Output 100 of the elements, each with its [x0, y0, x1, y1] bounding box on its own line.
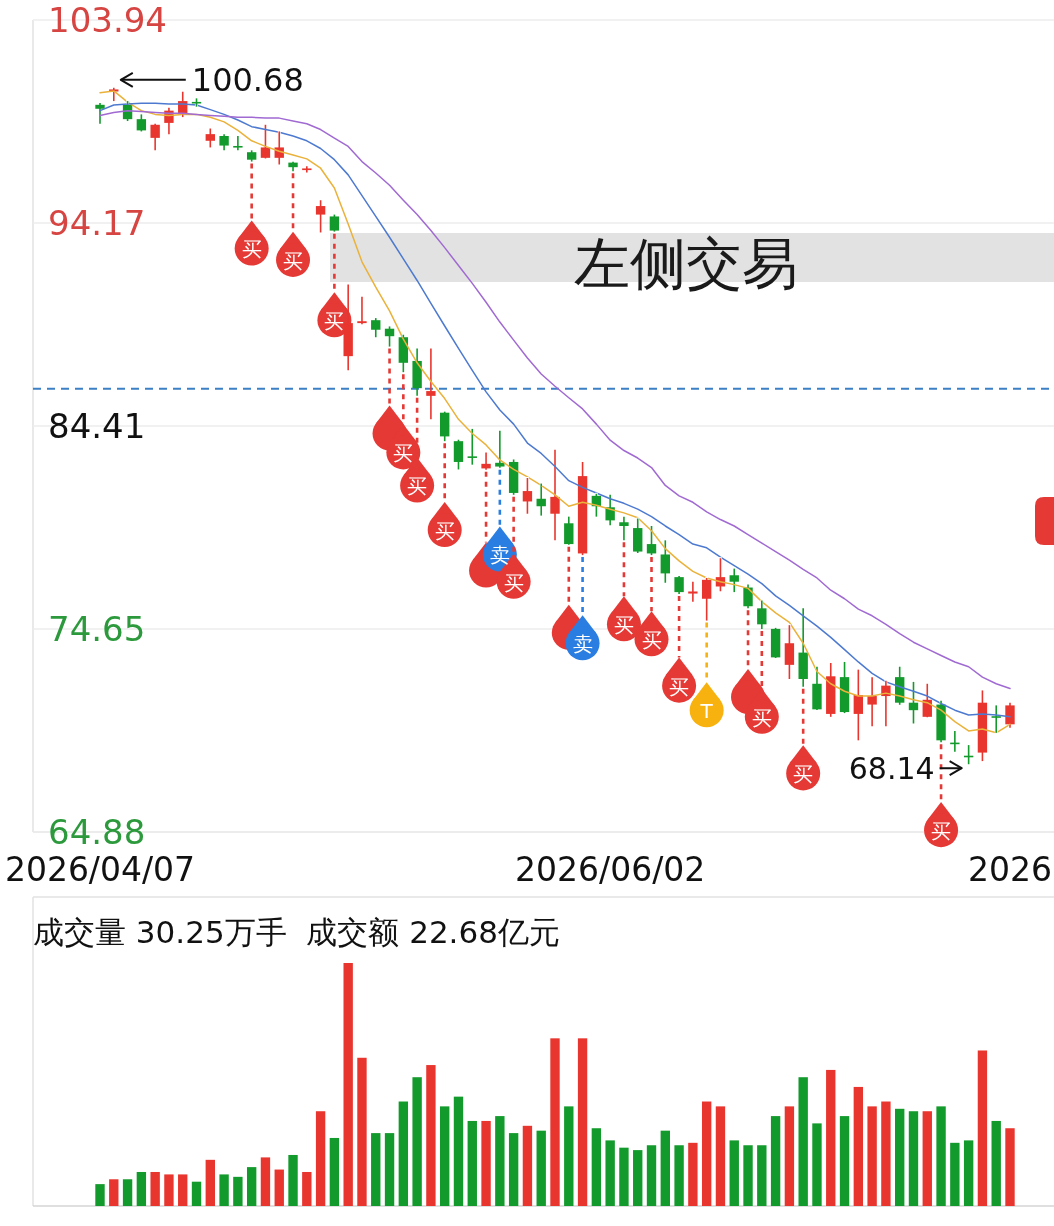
bar	[605, 1140, 615, 1206]
candlestick	[467, 428, 477, 466]
annotation: 68.14	[848, 750, 935, 786]
chart-title: 成交量 30.25万手 成交额 22.68亿元	[33, 914, 560, 950]
candlestick	[784, 624, 795, 680]
data-label: 买	[241, 237, 262, 262]
bar	[164, 1174, 174, 1206]
x-tick-label: 2026/06/02	[515, 849, 706, 889]
candlestick	[260, 123, 271, 160]
bar	[219, 1174, 229, 1206]
bar	[536, 1130, 546, 1206]
bar	[122, 1179, 133, 1206]
bar	[688, 1142, 698, 1206]
candlestick	[371, 317, 381, 339]
bar	[729, 1140, 739, 1206]
candlestick	[440, 410, 450, 442]
data-label: 买	[434, 518, 455, 543]
data-label: T	[699, 699, 714, 724]
bar	[384, 1133, 395, 1206]
bar	[770, 1116, 781, 1206]
candlestick	[315, 199, 326, 234]
data-label: 买	[613, 613, 634, 638]
bar	[357, 1057, 367, 1206]
x-tick-label: 2026/04/07	[4, 849, 196, 889]
candlestick	[674, 575, 684, 595]
bar	[288, 1154, 298, 1206]
bar	[564, 1106, 574, 1206]
data-label: 买	[641, 628, 662, 653]
candlestick	[991, 704, 1001, 734]
data-label: 买	[503, 570, 524, 595]
candlestick	[205, 127, 215, 149]
bar	[950, 1142, 960, 1206]
bar	[674, 1145, 684, 1206]
bar	[343, 963, 353, 1206]
candlestick	[453, 438, 464, 471]
bar	[440, 1106, 450, 1206]
bar	[302, 1171, 312, 1206]
bar	[743, 1145, 753, 1206]
bar	[371, 1133, 381, 1206]
candlestick	[757, 599, 767, 630]
candlestick	[867, 676, 877, 727]
bar	[839, 1116, 850, 1206]
y-tick-label: 84.41	[48, 406, 146, 446]
candlestick	[605, 494, 615, 526]
data-label: 买	[793, 762, 814, 787]
bar	[550, 1038, 560, 1206]
bar	[922, 1111, 932, 1206]
data-label: 卖	[572, 632, 593, 657]
candlestick	[481, 451, 491, 471]
bar	[150, 1171, 160, 1206]
candlestick	[426, 347, 436, 421]
data-label: 买	[324, 309, 345, 334]
candlestick	[729, 567, 739, 593]
bar	[619, 1147, 629, 1206]
candlestick	[550, 448, 560, 542]
bar	[495, 1116, 505, 1206]
bar	[936, 1106, 946, 1206]
bar	[329, 1137, 340, 1206]
candlestick	[619, 515, 629, 542]
candlestick	[660, 539, 670, 584]
candlestick	[495, 429, 505, 469]
bar	[260, 1157, 271, 1206]
bar	[178, 1174, 188, 1206]
candlestick	[633, 517, 643, 554]
x-tick-label: 2026	[968, 849, 1052, 889]
data-label: 买	[407, 474, 428, 499]
bar	[467, 1120, 477, 1206]
candlestick	[908, 681, 919, 725]
candlestick	[522, 477, 533, 515]
bar	[963, 1140, 974, 1206]
bar	[136, 1171, 147, 1206]
bar	[591, 1128, 602, 1206]
bar	[633, 1150, 643, 1206]
bar	[246, 1167, 257, 1206]
data-label: 买	[751, 705, 772, 730]
bar	[812, 1123, 822, 1206]
candlestick	[743, 583, 753, 610]
data-label: 买	[283, 248, 304, 273]
bar	[646, 1145, 657, 1206]
bar	[715, 1106, 726, 1206]
candlestick	[536, 482, 546, 517]
y-tick-label: 64.88	[48, 812, 146, 852]
bar	[908, 1111, 919, 1206]
data-label: 买	[393, 441, 414, 466]
candlestick	[233, 135, 243, 152]
bar	[274, 1169, 284, 1206]
candlestick	[701, 577, 712, 622]
candlestick	[564, 515, 574, 546]
bar	[1005, 1128, 1015, 1206]
candlestick	[302, 165, 312, 174]
bar	[757, 1145, 767, 1206]
bar	[412, 1077, 422, 1206]
annotation: 左侧交易	[574, 230, 798, 296]
bar	[867, 1106, 877, 1206]
data-label: 卖	[489, 543, 510, 568]
bar	[426, 1065, 436, 1206]
y-tick-label: 94.17	[48, 203, 146, 244]
data-label: 买	[669, 674, 690, 699]
bar	[660, 1130, 670, 1206]
bar	[853, 1086, 864, 1206]
